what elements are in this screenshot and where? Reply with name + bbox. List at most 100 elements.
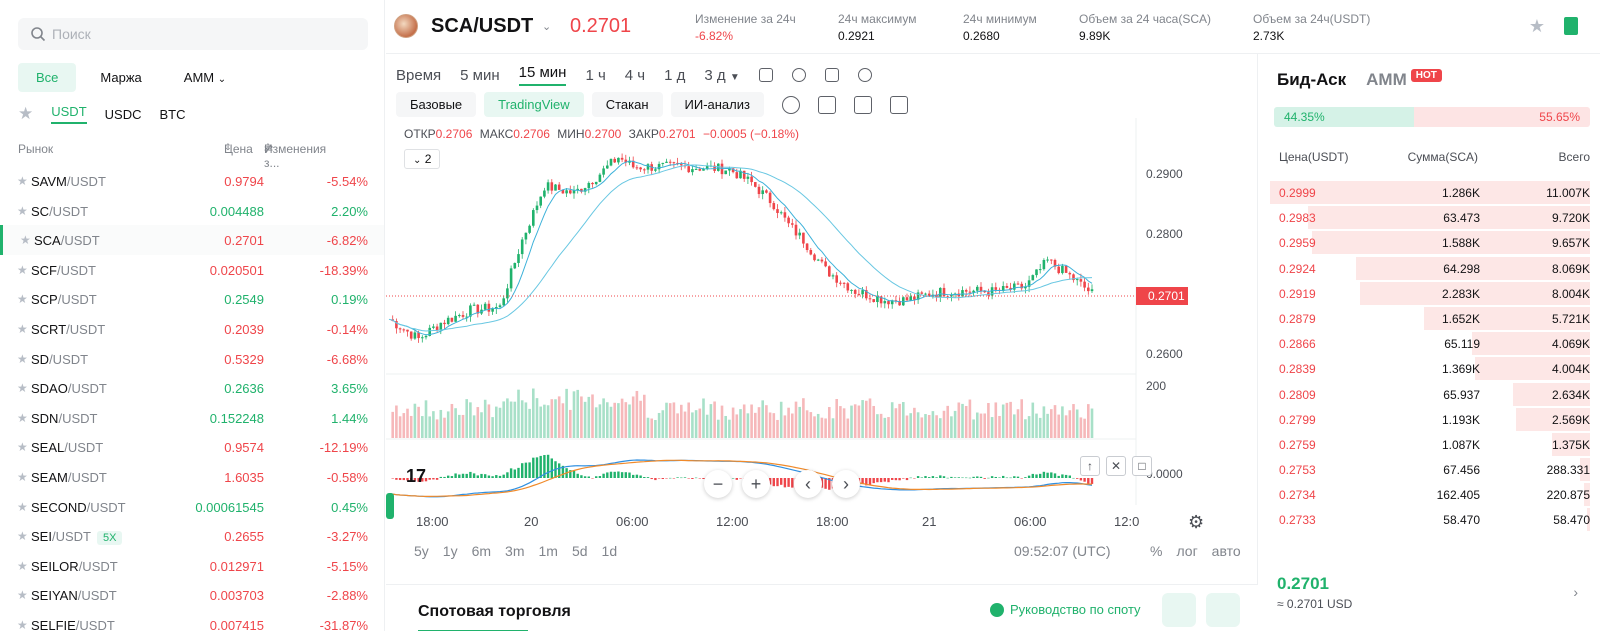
interval-5m[interactable]: 5 мин — [460, 66, 500, 84]
maximize-icon[interactable]: □ — [1132, 456, 1152, 476]
star-icon[interactable]: ★ — [17, 617, 28, 631]
col-market[interactable]: Рынок — [18, 142, 54, 156]
range-5d[interactable]: 5d — [571, 543, 588, 559]
tab-all[interactable]: Все — [18, 63, 77, 92]
chevron-down-icon[interactable]: ⌄ — [542, 21, 552, 33]
pie-chart-icon[interactable] — [1162, 593, 1196, 627]
market-row[interactable]: ★ SEIYAN/USDT 0.003703 -2.88% — [0, 580, 384, 610]
utc-clock[interactable]: 09:52:07 (UTC) — [1014, 543, 1111, 559]
tab-usdc[interactable]: USDC — [104, 106, 142, 122]
star-icon[interactable]: ★ — [17, 558, 28, 573]
interval-time[interactable]: Время — [396, 66, 442, 84]
scale-log[interactable]: лог — [1176, 543, 1198, 559]
market-row[interactable]: ★ SECOND/USDT 0.00061545 0.45% — [0, 492, 384, 522]
market-row[interactable]: ★ SD/USDT 0.5329 -6.68% — [0, 344, 384, 374]
share-icon[interactable] — [889, 95, 908, 114]
interval-15m[interactable]: 15 мин — [518, 64, 567, 86]
market-row[interactable]: ★ SELFIE/USDT 0.007415 -31.87% — [0, 610, 384, 631]
power-icon[interactable] — [781, 95, 800, 114]
collapse-handle[interactable] — [386, 493, 394, 519]
ask-row[interactable]: 0.2924 64.298 8.069K — [1259, 256, 1600, 281]
ask-row[interactable]: 0.2734 162.405 220.875 — [1259, 482, 1600, 507]
star-icon[interactable]: ★ — [17, 321, 28, 336]
ask-row[interactable]: 0.2733 58.470 58.470 — [1259, 507, 1600, 532]
star-icon[interactable]: ★ — [17, 410, 28, 425]
settings-sliders-icon[interactable] — [1206, 593, 1240, 627]
scale-percent[interactable]: % — [1150, 543, 1163, 559]
spot-title[interactable]: Спотовая торговля — [418, 603, 571, 620]
range-5y[interactable]: 5y — [414, 543, 429, 559]
market-row[interactable]: ★ SEAM/USDT 1.6035 -0.58% — [0, 462, 384, 492]
add-icon[interactable] — [857, 68, 872, 82]
ask-row[interactable]: 0.2753 67.456 288.331 — [1259, 457, 1600, 482]
indicators-icon[interactable] — [791, 68, 806, 82]
interval-3d[interactable]: 3 д ▼ — [704, 67, 739, 84]
indicator-toggle[interactable]: ⌄ 2 — [404, 149, 441, 169]
ask-row[interactable]: 0.2799 1.193K 2.569K — [1259, 407, 1600, 432]
star-icon[interactable]: ★ — [17, 529, 28, 544]
star-icon[interactable]: ★ — [17, 351, 28, 366]
view-tradingview[interactable]: TradingView — [484, 92, 584, 117]
tab-amm[interactable]: AMM ⌄ — [166, 63, 244, 92]
layout-icon[interactable] — [853, 95, 872, 114]
ask-row[interactable]: 0.2809 65.937 2.634K — [1259, 382, 1600, 407]
chart-type-icon[interactable] — [758, 68, 773, 82]
tab-btc[interactable]: BTC — [159, 106, 186, 122]
gear-icon[interactable]: ⚙ — [1188, 512, 1205, 532]
market-row[interactable]: ★ SDN/USDT 0.152248 1.44% — [0, 403, 384, 433]
candles-icon[interactable] — [824, 68, 839, 82]
interval-1d[interactable]: 1 д — [664, 66, 686, 84]
market-row[interactable]: ★ SEAL/USDT 0.9574 -12.19% — [0, 432, 384, 462]
fullscreen-icon[interactable] — [817, 95, 836, 114]
ask-row[interactable]: 0.2983 63.473 9.720K — [1259, 205, 1600, 230]
range-1m[interactable]: 1m — [538, 543, 558, 559]
favorite-star-icon[interactable]: ★ — [1528, 16, 1545, 36]
scroll-left-button[interactable]: ‹ — [794, 470, 822, 498]
view-depth[interactable]: Стакан — [591, 92, 663, 117]
range-6m[interactable]: 6m — [471, 543, 492, 559]
search-input[interactable]: Поиск — [18, 18, 368, 50]
chevron-right-icon[interactable]: › — [1573, 584, 1578, 600]
zoom-in-button[interactable]: + — [742, 470, 770, 498]
market-row[interactable]: ★ SCRT/USDT 0.2039 -0.14% — [0, 314, 384, 344]
ask-row[interactable]: 0.2919 2.283K 8.004K — [1259, 281, 1600, 306]
market-row[interactable]: ★ SAVM/USDT 0.9794 -5.54% — [0, 166, 384, 196]
market-row[interactable]: ★ SEILOR/USDT 0.012971 -5.15% — [0, 551, 384, 581]
pair-selector[interactable]: SCA/USDT — [431, 15, 534, 37]
tab-amm-book[interactable]: AMM HOT — [1366, 69, 1442, 90]
market-row[interactable]: ★ SCP/USDT 0.2549 0.19% — [0, 284, 384, 314]
view-basic[interactable]: Базовые — [396, 92, 477, 117]
scroll-right-button[interactable]: › — [832, 470, 860, 498]
ask-row[interactable]: 0.2999 1.286K 11.007K — [1259, 180, 1600, 205]
favorites-star-icon[interactable]: ★ — [18, 104, 34, 123]
star-icon[interactable]: ★ — [17, 588, 28, 603]
ask-row[interactable]: 0.2866 65.119 4.069K — [1259, 331, 1600, 356]
star-icon[interactable]: ★ — [20, 233, 31, 248]
spot-guide-link[interactable]: Руководство по споту — [990, 602, 1141, 617]
ask-row[interactable]: 0.2879 1.652K 5.721K — [1259, 306, 1600, 331]
book-icon[interactable] — [1564, 17, 1578, 35]
move-up-icon[interactable]: ↑ — [1080, 456, 1100, 476]
tab-bid-ask[interactable]: Бид-Аск — [1277, 70, 1347, 89]
star-icon[interactable]: ★ — [17, 469, 28, 484]
tab-usdt[interactable]: USDT — [51, 104, 87, 124]
star-icon[interactable]: ★ — [17, 292, 28, 307]
interval-1h[interactable]: 1 ч — [585, 66, 606, 84]
range-1y[interactable]: 1y — [442, 543, 458, 559]
star-icon[interactable]: ★ — [17, 381, 28, 396]
scale-auto[interactable]: авто — [1211, 543, 1241, 559]
tab-margin[interactable]: Маржа — [100, 70, 142, 85]
market-row[interactable]: ★ SEI/USDT 5X 0.2655 -3.27% — [0, 521, 384, 551]
candlestick-chart[interactable]: 0.2900 0.2800 0.2600 0.2701 200 0.0000 — [386, 118, 1258, 513]
star-icon[interactable]: ★ — [17, 262, 28, 277]
market-row[interactable]: ★ SDAO/USDT 0.2636 3.65% — [0, 373, 384, 403]
interval-4h[interactable]: 4 ч — [624, 66, 646, 84]
star-icon[interactable]: ★ — [17, 174, 28, 188]
star-icon[interactable]: ★ — [17, 499, 28, 514]
view-ai[interactable]: ИИ-анализ — [670, 92, 764, 117]
zoom-out-button[interactable]: − — [704, 470, 732, 498]
ask-row[interactable]: 0.2959 1.588K 9.657K — [1259, 230, 1600, 255]
market-row[interactable]: ★ SCA/USDT 0.2701 -6.82% — [0, 225, 384, 255]
star-icon[interactable]: ★ — [17, 440, 28, 455]
market-row[interactable]: ★ SC/USDT 0.004488 2.20% — [0, 196, 384, 226]
